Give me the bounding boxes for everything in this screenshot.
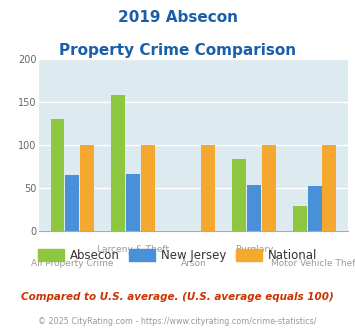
Text: Arson: Arson [181, 259, 206, 268]
Bar [247, 185, 261, 231]
Text: 2019 Absecon: 2019 Absecon [118, 10, 237, 25]
Bar [126, 174, 140, 231]
Text: All Property Crime: All Property Crime [31, 259, 114, 268]
Text: Property Crime Comparison: Property Crime Comparison [59, 43, 296, 58]
Bar [322, 145, 337, 231]
Text: Larceny & Theft: Larceny & Theft [97, 245, 169, 254]
Text: © 2025 CityRating.com - https://www.cityrating.com/crime-statistics/: © 2025 CityRating.com - https://www.city… [38, 317, 317, 326]
Bar [262, 145, 276, 231]
Bar [293, 206, 307, 231]
Bar [201, 145, 215, 231]
Bar [141, 145, 155, 231]
Text: Compared to U.S. average. (U.S. average equals 100): Compared to U.S. average. (U.S. average … [21, 292, 334, 302]
Bar [111, 95, 125, 231]
Bar [308, 185, 322, 231]
Text: Motor Vehicle Theft: Motor Vehicle Theft [271, 259, 355, 268]
Bar [50, 118, 65, 231]
Bar [65, 175, 79, 231]
Bar [232, 159, 246, 231]
Legend: Absecon, New Jersey, National: Absecon, New Jersey, National [33, 244, 322, 266]
Bar [80, 145, 94, 231]
Text: Burglary: Burglary [235, 245, 273, 254]
